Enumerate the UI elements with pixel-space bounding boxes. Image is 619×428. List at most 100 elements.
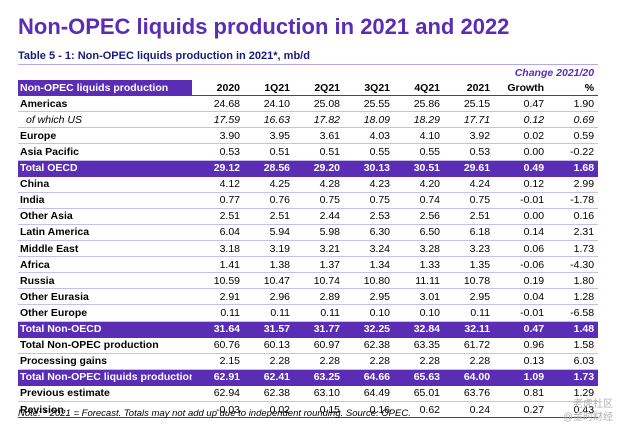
cell-value: 6.18	[444, 224, 495, 242]
table-row: Total Non-OPEC production 60.76 60.13 60.97…	[18, 336, 599, 354]
cell-value: -0.03	[192, 401, 244, 419]
cell-value: 0.13	[494, 353, 549, 370]
cell-value: 65.01	[394, 384, 444, 402]
cell-value: 60.76	[192, 336, 244, 354]
cell-value: 0.75	[294, 192, 344, 209]
cell-value: 0.96	[494, 336, 549, 354]
cell-value: -0.01	[494, 304, 549, 322]
table-row: Revision -0.03 0.02 0.15 0.16 0.62 0.24 0.27 0.4…	[18, 401, 599, 419]
table-row: Americas 24.68 24.10 25.08 25.55 25.86 25.15 0.…	[18, 95, 599, 113]
cell-value: 0.77	[192, 192, 244, 209]
watermark: 老虎社区 @金时财经	[563, 398, 613, 424]
cell-value: 0.24	[444, 401, 495, 419]
cell-value: 0.74	[394, 192, 444, 209]
cell-value: 18.09	[344, 111, 394, 129]
row-label: Other Asia	[18, 208, 192, 225]
cell-value: 61.72	[444, 336, 495, 354]
cell-value: 10.59	[192, 272, 244, 290]
cell-value: 0.47	[494, 321, 549, 338]
table-row: Total OECD 29.12 28.56 29.20 30.13 30.51 29.61…	[18, 160, 599, 177]
cell-value: 63.76	[444, 384, 495, 402]
cell-value: 62.91	[192, 369, 244, 386]
cell-value: 2.44	[294, 208, 344, 225]
row-label: Total Non-OPEC liquids production	[18, 369, 192, 386]
cell-value: 0.49	[494, 160, 549, 177]
cell-value: 17.71	[444, 111, 495, 129]
cell-value: 4.20	[394, 175, 444, 193]
cell-value: 1.41	[192, 256, 244, 274]
cell-value: 63.35	[394, 336, 444, 354]
cell-value: 1.90	[548, 95, 599, 113]
cell-value: 2.28	[294, 353, 344, 370]
table-row: China 4.12 4.25 4.28 4.23 4.20 4.24 0.12 2.99	[18, 175, 599, 193]
cell-value: 4.24	[444, 175, 495, 193]
cell-value: 0.27	[494, 401, 549, 419]
cell-value: 4.25	[244, 175, 294, 193]
cell-value: -6.58	[548, 304, 599, 322]
cell-value: 0.69	[548, 111, 599, 129]
column-header: 3Q21	[344, 80, 394, 97]
cell-value: 5.98	[294, 224, 344, 242]
cell-value: 0.11	[444, 304, 495, 322]
cell-value: 0.02	[494, 127, 549, 145]
row-label: Europe	[18, 127, 192, 145]
cell-value: 3.61	[294, 127, 344, 145]
cell-value: 0.12	[494, 175, 549, 193]
table-row: Other Asia 2.51 2.51 2.44 2.53 2.56 2.51 0.00 0.…	[18, 208, 599, 225]
row-label: Americas	[18, 95, 192, 113]
cell-value: 63.10	[294, 384, 344, 402]
cell-value: 0.11	[294, 304, 344, 322]
cell-value: 62.94	[192, 384, 244, 402]
cell-value: 0.11	[192, 304, 244, 322]
cell-value: 2.28	[344, 353, 394, 370]
column-header: 2020	[192, 80, 244, 97]
cell-value: 17.59	[192, 111, 244, 129]
table-row: Previous estimate 62.94 62.38 63.10 64.49 65.…	[18, 384, 599, 402]
table-note: Note: * 2021 = Forecast. Totals may not …	[18, 408, 411, 419]
table-row: of which US 17.59 16.63 17.82 18.09 18.29 17.7…	[18, 111, 599, 129]
column-header: 4Q21	[394, 80, 444, 97]
table-header-top-row: Change 2021/20	[18, 64, 599, 81]
cell-value: 0.14	[494, 224, 549, 242]
cell-value: 0.15	[294, 401, 344, 419]
cell-value: 0.04	[494, 288, 549, 306]
cell-value: 1.48	[548, 321, 599, 338]
table-row: Latin America 6.04 5.94 5.98 6.30 6.50 6.18 0.1…	[18, 224, 599, 242]
table-row: India 0.77 0.76 0.75 0.75 0.74 0.75 -0.01 -1.78	[18, 192, 599, 209]
cell-value: 4.12	[192, 175, 244, 193]
cell-value: 2.56	[394, 208, 444, 225]
table-row: Other Eurasia 2.91 2.96 2.89 2.95 3.01 2.95 0.0…	[18, 288, 599, 306]
cell-value: 0.19	[494, 272, 549, 290]
cell-value: 62.38	[244, 384, 294, 402]
cell-value: 62.41	[244, 369, 294, 386]
cell-value: 2.51	[444, 208, 495, 225]
cell-value: 1.58	[548, 336, 599, 354]
cell-value: 60.97	[294, 336, 344, 354]
cell-value: 2.51	[192, 208, 244, 225]
cell-value: 3.19	[244, 240, 294, 258]
cell-value: -0.06	[494, 256, 549, 274]
table-row: Processing gains 2.15 2.28 2.28 2.28 2.28 2.28…	[18, 353, 599, 370]
table-row: Europe 3.90 3.95 3.61 4.03 4.10 3.92 0.02 0.59	[18, 127, 599, 145]
cell-value: 17.82	[294, 111, 344, 129]
table-header-row: Non-OPEC liquids production 2020 1Q21 2Q21 3…	[18, 80, 599, 97]
cell-value: 6.50	[394, 224, 444, 242]
cell-value: 1.09	[494, 369, 549, 386]
cell-value: 31.64	[192, 321, 244, 338]
cell-value: 0.51	[244, 143, 294, 161]
cell-value: 0.10	[344, 304, 394, 322]
watermark-line: @金时财经	[562, 412, 613, 423]
cell-value: 1.34	[344, 256, 394, 274]
cell-value: 1.80	[548, 272, 599, 290]
table-row: Asia Pacific 0.53 0.51 0.51 0.55 0.55 0.53 0.00…	[18, 143, 599, 161]
column-header: 2021	[444, 80, 495, 97]
cell-value: -1.78	[548, 192, 599, 209]
cell-value: 64.66	[344, 369, 394, 386]
cell-value: 2.15	[192, 353, 244, 370]
cell-value: 2.99	[548, 175, 599, 193]
cell-value: 10.74	[294, 272, 344, 290]
cell-value: 4.10	[394, 127, 444, 145]
cell-value: 25.55	[344, 95, 394, 113]
cell-value: 10.47	[244, 272, 294, 290]
change-header: Change 2021/20	[494, 64, 599, 81]
